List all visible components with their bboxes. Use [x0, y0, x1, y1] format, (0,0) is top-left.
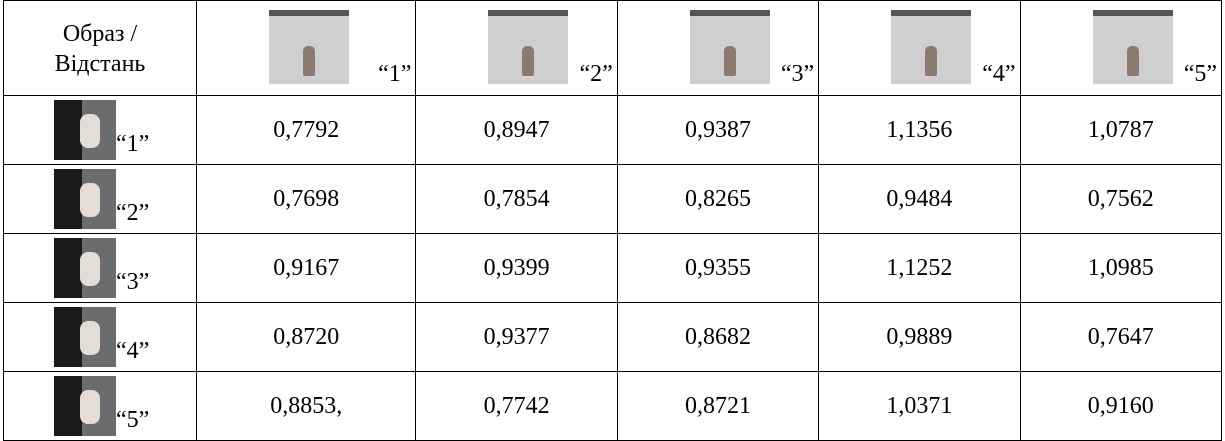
- row-header: “2”: [4, 165, 197, 234]
- row-label: “5”: [116, 407, 149, 434]
- column-header-box: “3”: [618, 2, 818, 94]
- column-header-box: “5”: [1021, 2, 1221, 94]
- value-cell: 0,9387: [617, 96, 818, 165]
- column-header: “2”: [416, 1, 617, 96]
- row-header-box: “5”: [4, 372, 196, 440]
- column-header: “4”: [819, 1, 1020, 96]
- column-header: “3”: [617, 1, 818, 96]
- hand-image: [690, 10, 770, 84]
- column-label: “2”: [580, 61, 613, 88]
- value-cell: 0,8721: [617, 372, 818, 441]
- hand-image: [269, 10, 349, 84]
- row-header: “3”: [4, 234, 197, 303]
- value-cell: 0,7742: [416, 372, 617, 441]
- corner-text: Відстань: [4, 49, 196, 79]
- row-header-box: “2”: [4, 165, 196, 233]
- row-header-box: “3”: [4, 234, 196, 302]
- row-header: “5”: [4, 372, 197, 441]
- value-cell: 0,9399: [416, 234, 617, 303]
- value-cell: 1,0985: [1020, 234, 1221, 303]
- column-header-box: “2”: [416, 2, 616, 94]
- corner-cell: Образ /Відстань: [4, 1, 197, 96]
- row-header: “4”: [4, 303, 197, 372]
- value-cell: 0,7562: [1020, 165, 1221, 234]
- hand-image: [54, 307, 116, 367]
- value-cell: 0,7647: [1020, 303, 1221, 372]
- value-cell: 0,9377: [416, 303, 617, 372]
- value-cell: 0,7854: [416, 165, 617, 234]
- column-header: “5”: [1020, 1, 1221, 96]
- value-cell: 0,7698: [197, 165, 416, 234]
- hand-image: [54, 238, 116, 298]
- page: Образ /Відстань“1”“2”“3”“4”“5”“1”0,77920…: [0, 0, 1225, 441]
- value-cell: 0,8682: [617, 303, 818, 372]
- column-label: “4”: [982, 61, 1015, 88]
- value-cell: 0,9167: [197, 234, 416, 303]
- value-cell: 0,8853,: [197, 372, 416, 441]
- column-header-box: “4”: [819, 2, 1019, 94]
- value-cell: 1,0371: [819, 372, 1020, 441]
- value-cell: 1,1356: [819, 96, 1020, 165]
- hand-image: [891, 10, 971, 84]
- value-cell: 1,0787: [1020, 96, 1221, 165]
- row-label: “1”: [116, 131, 149, 158]
- value-cell: 1,1252: [819, 234, 1020, 303]
- column-header-box: “1”: [197, 2, 415, 94]
- value-cell: 0,9484: [819, 165, 1020, 234]
- value-cell: 0,9160: [1020, 372, 1221, 441]
- row-header-box: “4”: [4, 303, 196, 371]
- row-header-box: “1”: [4, 96, 196, 164]
- row-header: “1”: [4, 96, 197, 165]
- value-cell: 0,8947: [416, 96, 617, 165]
- value-cell: 0,8265: [617, 165, 818, 234]
- hand-image: [488, 10, 568, 84]
- column-label: “1”: [378, 61, 411, 88]
- row-label: “4”: [116, 338, 149, 365]
- column-label: “5”: [1184, 61, 1217, 88]
- hand-image: [54, 169, 116, 229]
- value-cell: 0,9355: [617, 234, 818, 303]
- hand-image: [54, 376, 116, 436]
- value-cell: 0,9889: [819, 303, 1020, 372]
- header-row: Образ /Відстань “1” “2” “3” “4” “5”: [4, 1, 1222, 96]
- row-label: “3”: [116, 269, 149, 296]
- hand-image: [54, 100, 116, 160]
- column-label: “3”: [781, 61, 814, 88]
- row-label: “2”: [116, 200, 149, 227]
- value-cell: 0,7792: [197, 96, 416, 165]
- corner-text: Образ /: [4, 19, 196, 49]
- hand-image: [1093, 10, 1173, 84]
- column-header: “1”: [197, 1, 416, 96]
- value-cell: 0,8720: [197, 303, 416, 372]
